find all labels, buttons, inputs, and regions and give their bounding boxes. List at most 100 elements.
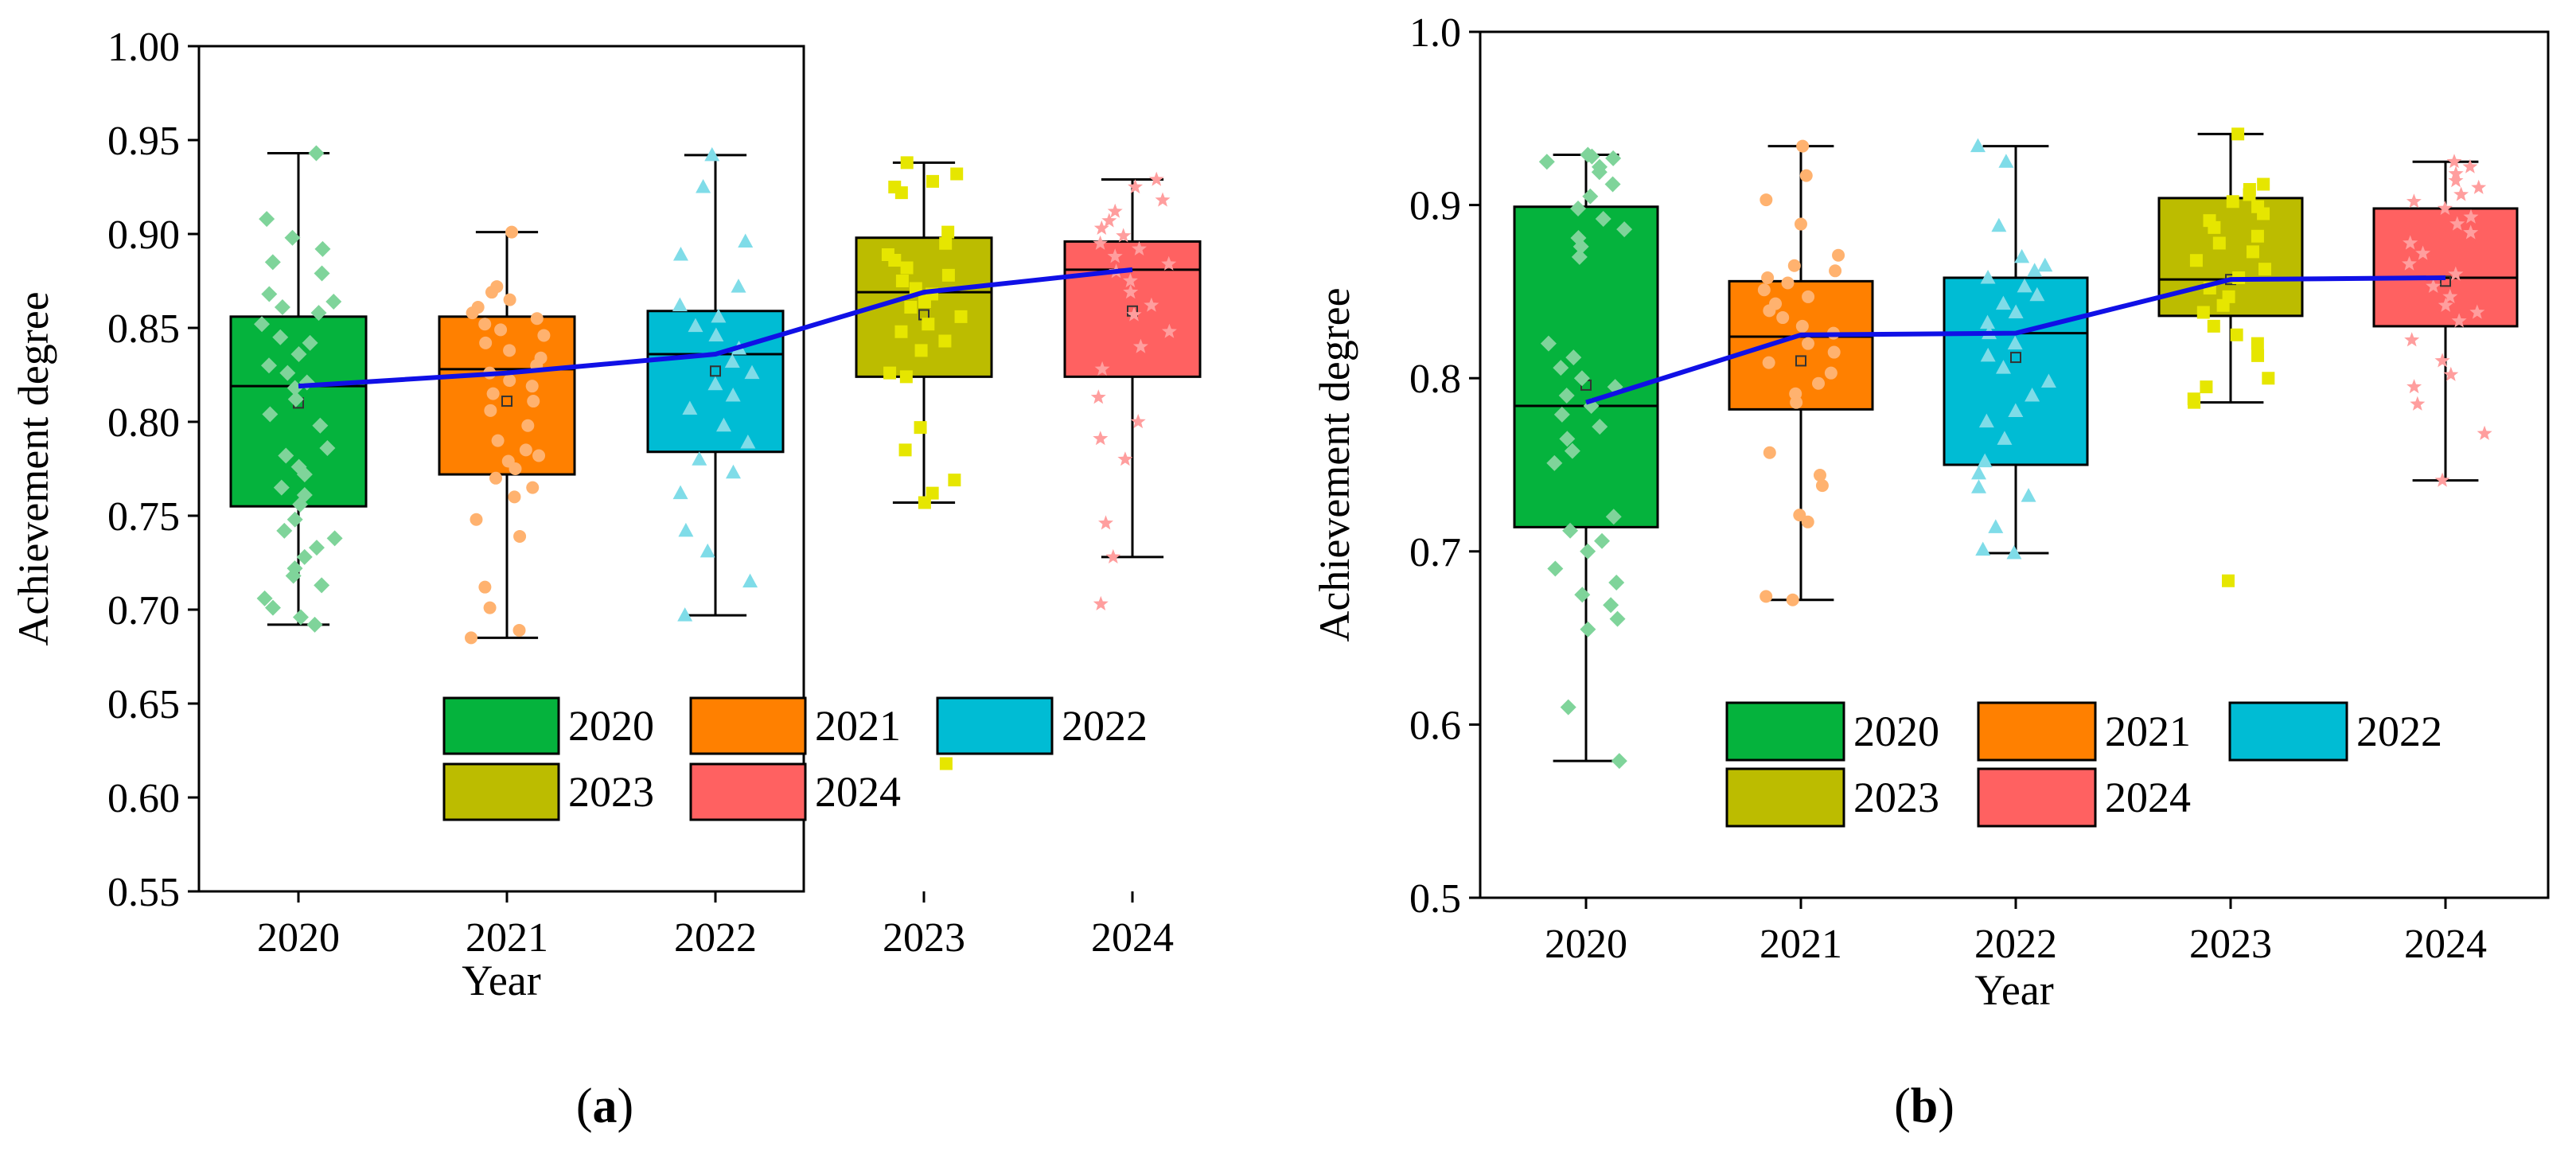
legend-label-2024: 2024: [2105, 774, 2191, 821]
data-point: [2463, 209, 2479, 224]
data-point: [2007, 335, 2023, 350]
data-point: [2216, 298, 2230, 312]
mean-trend-line: [298, 267, 1133, 389]
data-point: [941, 268, 955, 282]
caption-paren-open: (: [1894, 1079, 1911, 1133]
data-point: [1786, 593, 1799, 606]
legend-label-2021: 2021: [2105, 708, 2191, 755]
legend-swatch-2024: [689, 762, 807, 821]
y-axis-title: Achievement degree: [10, 291, 57, 645]
mean-marker: [1795, 355, 1806, 367]
data-point: [485, 286, 498, 299]
data-point: [1609, 610, 1626, 627]
data-point: [256, 590, 273, 606]
data-point: [2453, 186, 2469, 201]
data-point: [1122, 273, 1138, 288]
data-point: [2196, 306, 2210, 319]
data-point: [692, 451, 707, 466]
data-point: [466, 306, 479, 320]
data-point: [1995, 295, 2011, 310]
y-tick-label: 0.85: [107, 306, 180, 352]
data-point: [530, 312, 544, 326]
x-tick-label: 2020: [1545, 922, 1627, 967]
box-2020: [229, 315, 368, 508]
y-tick-label: 0.55: [107, 870, 180, 915]
data-point: [725, 387, 741, 402]
mean-marker: [2010, 352, 2021, 364]
data-point: [1832, 248, 1845, 262]
data-point: [2226, 195, 2239, 209]
caption-letter: a: [593, 1079, 618, 1133]
y-tick-label: 0.9: [1409, 184, 1461, 229]
data-point: [711, 308, 727, 323]
panel-caption: (b): [1894, 1079, 1954, 1133]
legend-swatch-2021: [1977, 701, 2097, 762]
data-point: [279, 365, 296, 381]
data-point: [1997, 431, 2013, 445]
data-point: [1098, 515, 1113, 530]
data-point: [478, 318, 492, 331]
data-point: [1580, 543, 1596, 560]
data-point: [731, 279, 746, 293]
data-point: [306, 616, 323, 633]
legend-label-2022: 2022: [1062, 702, 1148, 750]
data-point: [1980, 314, 1996, 329]
data-point: [1795, 319, 1809, 333]
legend-label-2020: 2020: [1853, 708, 1939, 755]
data-point: [261, 357, 278, 374]
data-point: [696, 179, 711, 193]
data-point: [503, 293, 516, 306]
data-point: [918, 294, 931, 308]
data-point: [2246, 245, 2259, 259]
data-point: [1565, 349, 1582, 366]
data-point: [1603, 597, 1619, 614]
data-point: [2251, 337, 2264, 350]
data-point: [2449, 216, 2465, 231]
data-point: [532, 449, 546, 462]
data-point: [2404, 332, 2420, 347]
data-point: [938, 334, 952, 348]
caption-paren-open: (: [576, 1079, 593, 1133]
legend-swatch-2024: [1977, 767, 2097, 828]
data-point: [1553, 406, 1570, 423]
data-point: [1971, 465, 1987, 480]
data-point: [950, 167, 964, 181]
data-point: [1090, 389, 1106, 404]
data-point: [296, 466, 313, 483]
data-point: [1094, 361, 1110, 376]
data-point: [922, 318, 935, 331]
data-point: [1760, 193, 1773, 207]
x-axis-title: Year: [1974, 966, 2054, 1014]
data-point: [508, 490, 521, 504]
data-point: [1776, 311, 1790, 325]
legend-swatch-2021: [689, 696, 807, 755]
data-point: [725, 464, 741, 479]
data-point: [672, 297, 688, 312]
data-point: [1570, 200, 1587, 216]
data-point: [489, 471, 503, 485]
data-point: [2008, 403, 2024, 418]
data-point: [677, 607, 693, 622]
box-2021: [1728, 279, 1874, 411]
data-point: [1580, 621, 1596, 637]
data-point: [2434, 353, 2450, 368]
data-point: [1105, 548, 1121, 563]
mean-marker: [501, 396, 512, 407]
data-point: [484, 404, 497, 417]
data-point: [2188, 396, 2201, 409]
data-point: [914, 344, 928, 357]
legend-swatch-2020: [442, 696, 560, 755]
data-point: [738, 233, 754, 248]
data-point: [1762, 356, 1775, 369]
data-point: [2443, 366, 2459, 381]
data-point: [704, 146, 720, 162]
data-point: [1093, 431, 1109, 446]
data-point: [1553, 360, 1569, 376]
data-point: [1605, 509, 1622, 525]
data-point: [1991, 217, 2007, 232]
caption-letter: b: [1911, 1079, 1938, 1133]
data-point: [1107, 203, 1123, 218]
data-point: [2469, 304, 2485, 319]
data-point: [1829, 264, 1842, 278]
x-tick-label: 2024: [1091, 915, 1174, 961]
